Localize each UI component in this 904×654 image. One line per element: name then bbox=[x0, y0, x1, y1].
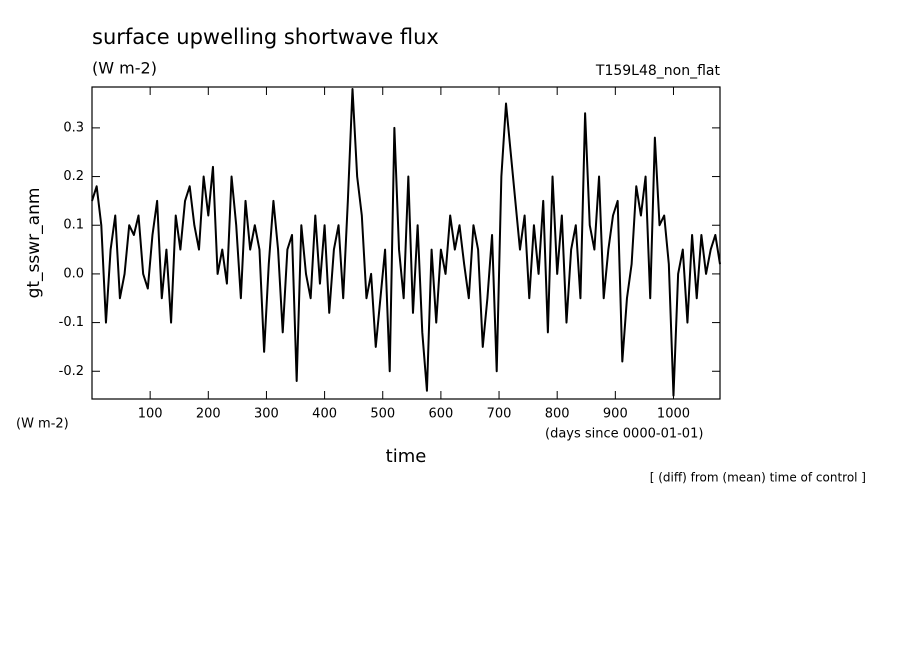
x-tick-label: 800 bbox=[545, 407, 570, 422]
chart-subtitle: (W m-2) bbox=[92, 59, 157, 78]
y-units: (W m-2) bbox=[16, 417, 69, 432]
y-tick-label: 0.3 bbox=[63, 120, 84, 135]
x-tick-label: 600 bbox=[428, 407, 453, 422]
data-line bbox=[91, 87, 721, 397]
x-units: (days since 0000-01-01) bbox=[545, 427, 703, 442]
x-tick-label: 1000 bbox=[657, 407, 690, 422]
x-tick-label: 300 bbox=[254, 407, 279, 422]
y-tick-label: -0.2 bbox=[59, 364, 84, 379]
y-axis-label: gt_sswr_anm bbox=[24, 188, 44, 299]
y-tick-label: -0.1 bbox=[59, 315, 84, 330]
x-tick-label: 900 bbox=[603, 407, 628, 422]
note: [ (diff) from (mean) time of control ] bbox=[650, 471, 866, 485]
x-tick-label: 500 bbox=[370, 407, 395, 422]
y-tick-label: 0.1 bbox=[63, 218, 84, 233]
x-tick-label: 700 bbox=[487, 407, 512, 422]
chart-title: surface upwelling shortwave flux bbox=[92, 25, 439, 49]
annotation: T159L48_non_flat bbox=[595, 63, 721, 79]
y-tick-label: 0.0 bbox=[63, 266, 84, 281]
y-tick-label: 0.2 bbox=[63, 169, 84, 184]
x-tick-label: 200 bbox=[196, 407, 221, 422]
x-axis-label: time bbox=[386, 446, 427, 467]
x-tick-label: 400 bbox=[312, 407, 337, 422]
plot-frame bbox=[91, 86, 721, 400]
x-tick-label: 100 bbox=[138, 407, 163, 422]
